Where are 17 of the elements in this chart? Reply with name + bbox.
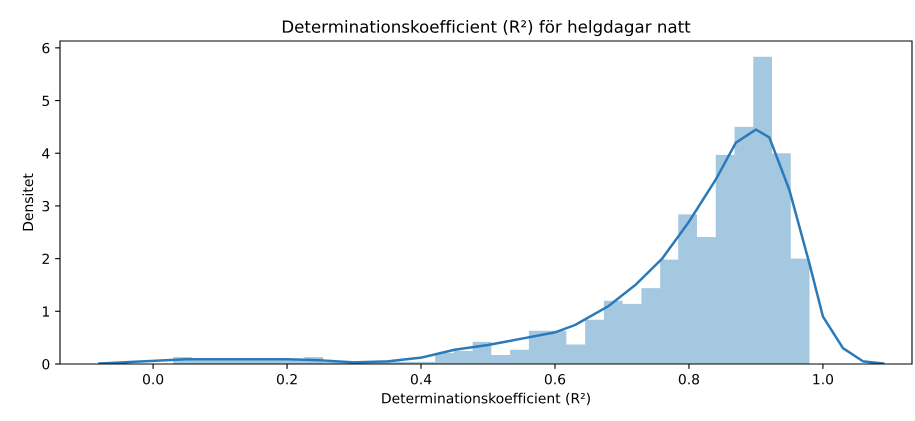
x-tick-label: 0.8 <box>678 374 700 384</box>
x-tick-label: 1.0 <box>813 374 834 384</box>
x-tick-label: 0.2 <box>276 374 297 384</box>
y-tick-label: 3 <box>42 200 50 212</box>
y-tick-label: 2 <box>42 254 49 264</box>
y-tick-label: 5 <box>42 96 50 106</box>
y-tick-label: 4 <box>42 148 50 159</box>
x-axis-title: Determinationskoefficient (R²) <box>382 392 590 406</box>
y-tick-label: 0 <box>42 358 50 370</box>
x-tick-label: 0.4 <box>410 374 432 384</box>
y-axis-title: Densitet <box>22 174 34 230</box>
y-tick-label: 1 <box>42 306 49 317</box>
line-series <box>98 128 884 364</box>
chart-title: Determinationskoefficient (R²) för helgdagar natt <box>282 20 690 36</box>
x-tick-label: 0.0 <box>142 374 164 384</box>
y-tick-label: 6 <box>42 42 50 54</box>
x-tick-label: 0.6 <box>544 374 566 384</box>
